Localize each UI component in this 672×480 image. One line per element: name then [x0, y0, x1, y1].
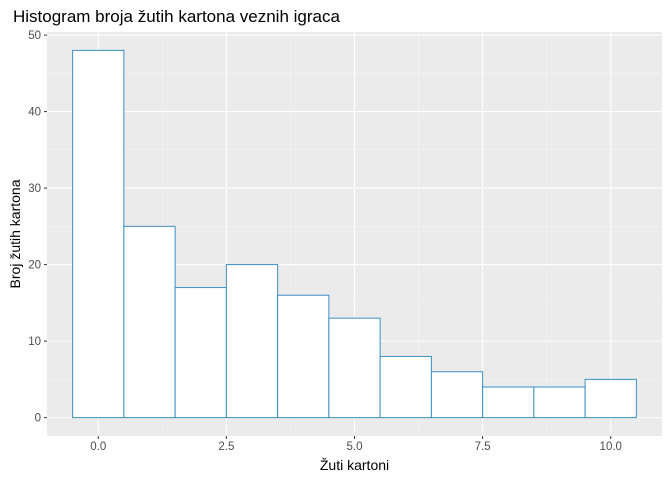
- histogram-bar: [225, 264, 279, 419]
- y-tick-label: 10: [28, 336, 41, 348]
- histogram-bar: [482, 386, 535, 419]
- histogram-bar: [379, 355, 432, 419]
- x-tick-label: 5.0: [347, 441, 363, 453]
- y-tick-label: 40: [28, 107, 41, 119]
- histogram-bar: [533, 386, 586, 419]
- x-tick-label: 0.0: [90, 441, 106, 453]
- chart-title: Histogram broja žutih kartona veznih igr…: [13, 7, 340, 26]
- x-axis: 0.0 2.5 5.0 7.5 10.0: [90, 436, 622, 453]
- histogram-bar: [584, 378, 637, 419]
- y-tick-label: 20: [28, 260, 41, 272]
- histogram-bar: [174, 287, 227, 419]
- y-tick-label: 0: [35, 413, 41, 425]
- y-tick-label: 30: [28, 183, 41, 195]
- y-axis: 0 10 20 30 40 50: [28, 30, 47, 425]
- histogram-bar: [430, 371, 484, 419]
- x-tick-label: 10.0: [600, 441, 622, 453]
- histogram-bars: [72, 49, 637, 419]
- histogram-bar: [277, 294, 330, 419]
- x-tick-label: 7.5: [475, 441, 491, 453]
- histogram-bar: [328, 317, 381, 419]
- x-tick-label: 2.5: [218, 441, 234, 453]
- histogram-bar: [72, 49, 125, 419]
- x-axis-title: Žuti kartoni: [320, 457, 389, 473]
- histogram-bar: [123, 225, 176, 419]
- y-axis-title: Broj žutih kartona: [7, 179, 23, 288]
- y-tick-label: 50: [28, 30, 41, 42]
